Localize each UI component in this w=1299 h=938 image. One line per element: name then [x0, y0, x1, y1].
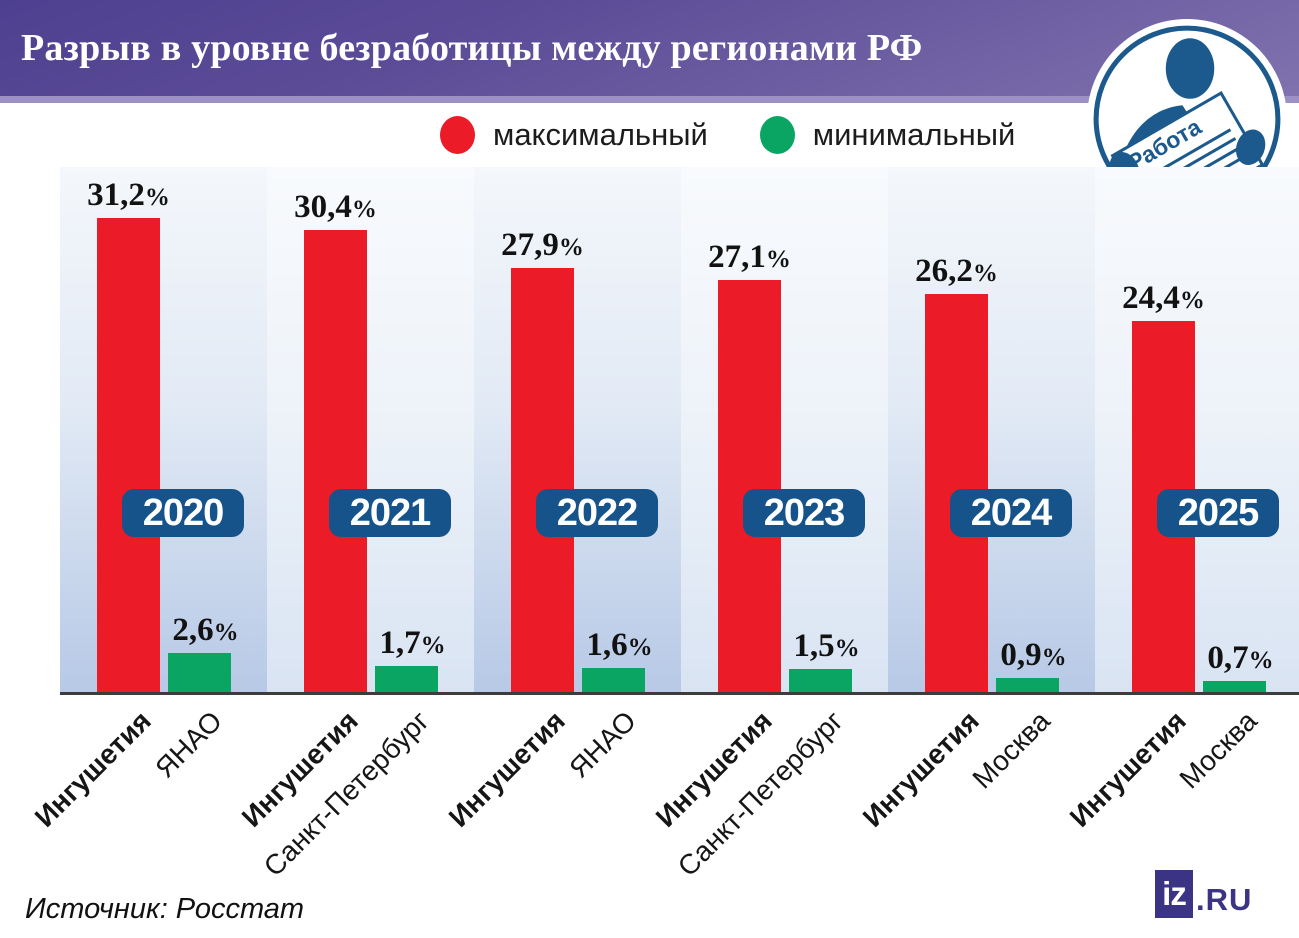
max-value-label: 26,2%	[915, 253, 998, 289]
min-value-label: 1,7%	[379, 625, 446, 661]
min-bar-2022	[582, 668, 645, 692]
year-badge-2021: 2021	[329, 489, 451, 537]
year-badge-2025: 2025	[1157, 489, 1279, 537]
min-value-label: 2,6%	[172, 612, 239, 648]
page-title: Разрыв в уровне безработицы между регион…	[21, 27, 923, 69]
izru-logo-square: iz	[1155, 870, 1193, 918]
min-value-label: 1,6%	[586, 627, 653, 663]
source-note: Источник: Росстат	[25, 893, 305, 925]
legend-item-min: минимальный	[759, 116, 1016, 154]
header-strip	[0, 96, 1299, 103]
year-column-2024: 26,2% 0,9% 2024	[888, 167, 1095, 692]
max-bar-2023	[718, 280, 781, 692]
min-value-label: 0,9%	[1000, 637, 1067, 673]
chart-columns: 31,2% 2,6% 2020 30,4% 1,7% 2021 27,9% 1,6% 2022 2…	[60, 167, 1299, 695]
max-value-label: 31,2%	[87, 177, 170, 213]
min-bar-2025	[1203, 681, 1266, 692]
min-bar-2021	[375, 666, 438, 692]
max-value-label: 27,9%	[501, 227, 584, 263]
max-value-label: 24,4%	[1122, 280, 1205, 316]
legend-item-max: максимальный	[440, 116, 708, 154]
year-badge-2023: 2023	[743, 489, 865, 537]
year-column-2021: 30,4% 1,7% 2021	[267, 167, 474, 692]
year-column-2020: 31,2% 2,6% 2020	[60, 167, 267, 692]
legend: максимальный минимальный	[440, 116, 1015, 154]
max-bar-2022	[511, 268, 574, 692]
legend-label-min: минимальный	[812, 117, 1016, 152]
legend-dot-min-icon	[759, 116, 795, 154]
min-bar-2024	[996, 678, 1059, 692]
max-value-label: 27,1%	[708, 239, 791, 275]
year-column-2023: 27,1% 1,5% 2023	[681, 167, 888, 692]
legend-dot-max-icon	[440, 116, 475, 154]
min-bar-2023	[789, 669, 852, 692]
year-column-2022: 27,9% 1,6% 2022	[474, 167, 681, 692]
year-column-2025: 24,4% 0,7% 2025	[1095, 167, 1299, 692]
year-badge-2022: 2022	[536, 489, 658, 537]
izru-logo: iz .RU	[1155, 870, 1252, 918]
year-badge-2024: 2024	[950, 489, 1072, 537]
min-value-label: 1,5%	[793, 628, 860, 664]
max-bar-2020	[97, 218, 160, 692]
header-banner	[0, 0, 1299, 96]
max-value-label: 30,4%	[294, 189, 377, 225]
max-bar-2021	[304, 230, 367, 692]
izru-logo-suffix: .RU	[1196, 882, 1253, 917]
min-bar-2020	[168, 653, 231, 692]
year-badge-2020: 2020	[122, 489, 244, 537]
min-value-label: 0,7%	[1207, 640, 1274, 676]
legend-label-max: максимальный	[493, 117, 708, 152]
